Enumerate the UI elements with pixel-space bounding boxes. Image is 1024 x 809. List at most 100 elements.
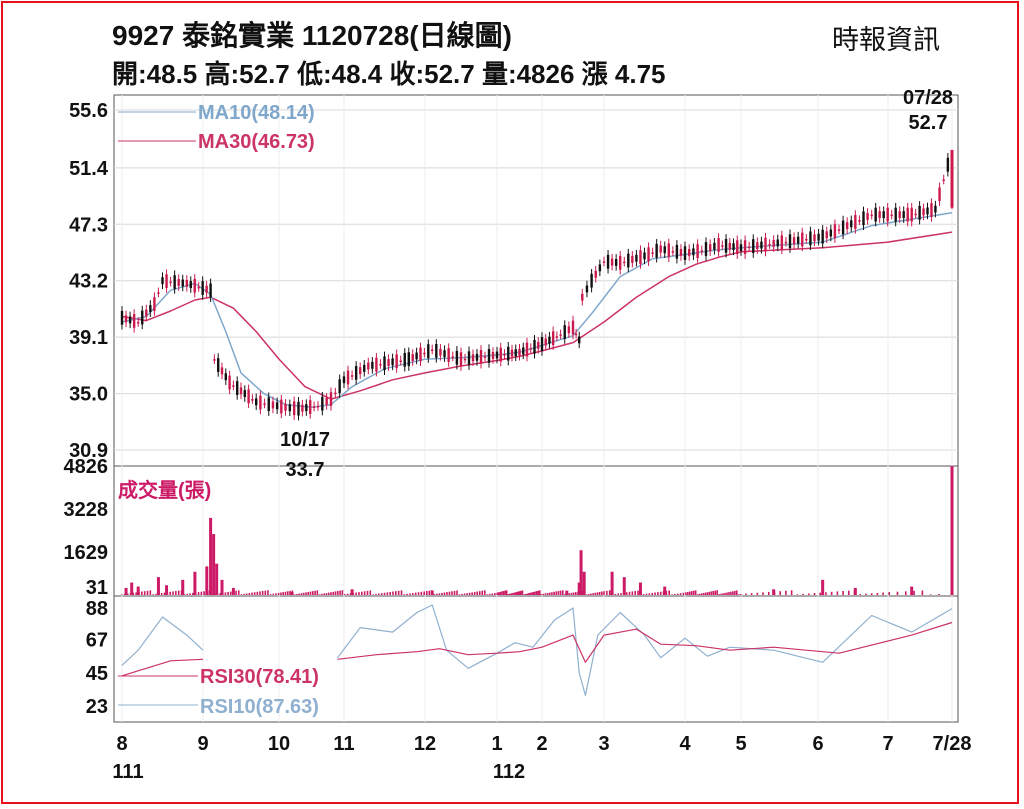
volume-bar-minor — [143, 591, 146, 595]
volume-bar-minor — [938, 593, 940, 595]
volume-bar-minor — [594, 592, 597, 595]
volume-bar-minor — [596, 592, 599, 595]
x-year-label: 111 — [112, 761, 143, 783]
volume-bar-minor — [259, 591, 261, 595]
volume-bar — [212, 534, 216, 595]
volume-bar — [610, 571, 614, 595]
x-tick-label: 10 — [268, 733, 290, 755]
ma10-line — [121, 211, 953, 409]
candle-body — [683, 246, 687, 261]
candle-body — [910, 207, 913, 222]
candle-body — [671, 251, 675, 253]
volume-bar-minor — [882, 592, 884, 595]
candle-body — [663, 246, 666, 254]
volume-bar-minor — [141, 591, 143, 595]
candle-body — [544, 338, 547, 346]
candle-body — [788, 234, 792, 249]
volume-bar-minor — [722, 593, 724, 595]
candle-body — [157, 292, 160, 294]
candle-body — [796, 236, 800, 244]
volume-bar — [950, 466, 954, 595]
volume-bar-minor — [417, 592, 420, 595]
candle-body — [631, 255, 634, 263]
volume-bar-minor — [468, 592, 471, 595]
x-tick-label: 8 — [116, 733, 127, 755]
candle-body — [585, 285, 589, 293]
candle-body — [518, 348, 521, 356]
rsi30-line — [337, 621, 953, 663]
x-tick-label: 7 — [882, 733, 893, 755]
volume-bar-minor — [512, 592, 514, 595]
volume-bar-minor — [423, 591, 425, 595]
volume-bar-minor — [706, 592, 709, 595]
last-date-annotation: 07/28 — [903, 87, 953, 109]
candle-body — [578, 336, 581, 344]
volume-bar-minor — [155, 593, 157, 595]
candle-body — [522, 347, 525, 355]
rsi-y-tick: 23 — [86, 696, 108, 718]
candle-body — [149, 305, 152, 313]
candle-body — [736, 240, 739, 255]
volume-bar-minor — [406, 593, 408, 595]
volume-bar-minor — [929, 594, 932, 595]
x-tick-label: 12 — [414, 733, 436, 755]
candle-body — [752, 239, 755, 253]
candle-body — [479, 349, 483, 364]
volume-bar-minor — [608, 590, 611, 595]
volume-bar-minor — [438, 593, 441, 595]
volume-bar — [565, 590, 569, 595]
candle-body — [423, 352, 426, 355]
candle-body — [251, 399, 254, 401]
candle-body — [850, 220, 853, 228]
x-tick-label: 6 — [812, 733, 823, 755]
candle-body — [124, 315, 128, 323]
candle-body — [854, 215, 857, 229]
volume-bar-minor — [251, 592, 253, 595]
price-y-tick: 39.1 — [69, 327, 108, 349]
volume-bar-minor — [264, 590, 267, 595]
volume-bar-minor — [243, 593, 245, 595]
candle-body — [760, 241, 763, 249]
volume-bar-minor — [531, 592, 533, 595]
candle-body — [874, 207, 877, 222]
candle-body — [845, 222, 849, 230]
candle-body — [395, 354, 398, 369]
candle-body — [316, 405, 320, 408]
candle-body — [918, 205, 921, 220]
candle-body — [747, 246, 751, 249]
candle-body — [153, 297, 156, 311]
volume-bar-minor — [762, 592, 764, 595]
volume-bar-minor — [237, 590, 240, 595]
candle-body — [902, 211, 905, 219]
volume-bar-minor — [710, 591, 713, 595]
volume-bar-minor — [314, 590, 316, 595]
candle-body — [350, 375, 354, 377]
candle-body — [236, 381, 239, 395]
candle-body — [280, 399, 283, 414]
candle-body — [696, 244, 699, 258]
volume-bar-minor — [628, 591, 631, 595]
volume-bar-minor — [346, 593, 349, 595]
volume-y-tick: 31 — [86, 577, 108, 599]
volume-bar-minor — [555, 591, 558, 595]
volume-bar-minor — [842, 591, 844, 595]
volume-bar-minor — [603, 591, 605, 595]
volume-bar-minor — [280, 592, 282, 595]
candle-body — [411, 354, 414, 361]
candle-body — [555, 336, 559, 338]
volume-bar-minor — [463, 593, 466, 595]
candle-body — [946, 157, 950, 172]
volume-bar-minor — [380, 593, 383, 595]
volume-bar-minor — [682, 592, 685, 595]
volume-bar-minor — [750, 593, 753, 595]
candle-body — [297, 401, 300, 416]
volume-bar-minor — [332, 591, 335, 595]
candle-body — [525, 342, 529, 357]
candle-body — [491, 352, 495, 359]
candle-body — [487, 349, 491, 363]
volume-bar-minor — [548, 592, 551, 595]
volume-bar-minor — [687, 591, 689, 595]
candle-body — [431, 349, 434, 352]
volume-bar-minor — [395, 591, 397, 595]
chart-title: 9927 泰銘實業 1120728(日線圖) — [112, 20, 512, 51]
